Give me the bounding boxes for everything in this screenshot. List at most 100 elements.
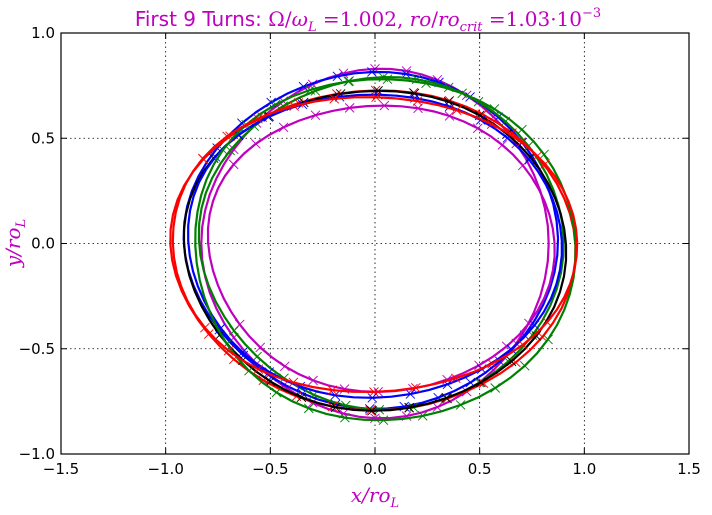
x-marker — [477, 109, 488, 120]
x-marker — [444, 111, 455, 121]
x-marker — [244, 365, 254, 376]
x-marker — [524, 154, 535, 165]
grid-lines — [61, 33, 689, 454]
title-sub-l: L — [307, 20, 317, 35]
chart-title: First 9 Turns: Ω/ωL =1.002, ro/rocrit =1… — [135, 6, 601, 35]
x-marker — [329, 94, 340, 104]
x-tick-label: 1.5 — [677, 460, 701, 478]
orbit-turn-line — [169, 89, 577, 412]
y-axis-label-main: y/ro — [1, 228, 25, 269]
orbit-turn-markers — [228, 100, 534, 397]
x-marker — [203, 329, 214, 339]
x-axis-label: x/roL — [351, 483, 399, 511]
x-marker — [537, 332, 548, 342]
orbit-turn-line — [182, 89, 568, 412]
x-marker — [379, 100, 390, 111]
x-marker — [540, 159, 550, 169]
x-marker — [265, 376, 276, 387]
orbit-turn-markers — [218, 74, 553, 426]
x-marker — [529, 320, 540, 331]
x-marker — [223, 345, 234, 356]
x-marker — [497, 140, 508, 150]
series-layer — [169, 63, 579, 426]
x-marker — [228, 159, 239, 170]
x-marker — [525, 152, 536, 162]
x-marker — [517, 124, 527, 135]
x-marker — [486, 119, 497, 129]
x-marker — [298, 81, 309, 92]
x-marker — [271, 387, 282, 398]
x-marker — [303, 403, 314, 414]
x-marker — [524, 318, 534, 329]
x-marker — [367, 405, 377, 416]
x-marker — [518, 160, 528, 171]
x-marker — [404, 402, 415, 413]
x-marker — [228, 144, 239, 155]
x-marker — [215, 323, 226, 333]
x-marker — [519, 361, 530, 371]
x-marker — [487, 358, 497, 369]
x-marker — [253, 113, 263, 124]
orbit-turn-markers — [210, 89, 540, 403]
x-marker — [523, 141, 534, 151]
x-marker — [278, 122, 289, 133]
x-marker — [457, 88, 467, 99]
orbit-turn-markers — [197, 92, 553, 397]
x-marker — [296, 392, 307, 403]
y-tick-label: −0.5 — [19, 340, 55, 358]
x-marker — [343, 76, 354, 87]
title-omega-l: ω — [292, 7, 308, 31]
title-omega: Ω — [268, 7, 285, 31]
x-marker — [413, 103, 423, 114]
x-marker — [490, 383, 501, 393]
x-axis-label-main: x/ro — [351, 483, 391, 507]
x-marker — [432, 402, 443, 412]
x-marker — [367, 67, 377, 77]
x-tick-label: −1.0 — [147, 460, 183, 478]
orbit-turn-markers — [208, 86, 542, 416]
orbit-turn-line — [194, 78, 577, 422]
x-marker — [455, 400, 466, 410]
x-marker — [330, 390, 340, 401]
y-axis-label: y/roL — [1, 219, 29, 268]
x-marker — [506, 344, 517, 354]
y-axis-label-sub: L — [14, 219, 29, 229]
x-marker — [327, 385, 338, 395]
title-ro-crit: ro — [438, 7, 460, 31]
x-tick-label: 0.5 — [468, 460, 492, 478]
x-marker — [334, 91, 345, 102]
x-marker — [410, 383, 421, 393]
x-tick-label: 1.0 — [572, 460, 596, 478]
title-prefix: First 9 Turns: — [135, 7, 268, 31]
orbit-turn-line — [171, 96, 579, 394]
x-marker — [417, 411, 428, 421]
x-marker — [253, 364, 264, 374]
x-marker — [255, 342, 266, 353]
title-ten: 10 — [557, 7, 582, 31]
x-marker — [378, 415, 389, 426]
x-marker — [543, 334, 553, 345]
x-marker — [369, 387, 379, 397]
x-marker — [222, 131, 232, 142]
x-marker — [210, 151, 221, 162]
y-tick-label: 1.0 — [31, 24, 55, 42]
x-marker — [289, 101, 299, 111]
y-tick-label: 0.0 — [31, 235, 55, 253]
x-marker — [478, 378, 489, 389]
x-marker — [539, 149, 549, 160]
x-marker — [476, 377, 486, 388]
x-marker — [531, 331, 542, 341]
x-marker — [252, 351, 262, 362]
x-marker — [305, 85, 316, 95]
y-tick-label: 0.5 — [31, 129, 55, 147]
y-tick-label: −1.0 — [19, 445, 55, 463]
x-marker — [234, 319, 245, 330]
x-marker — [344, 103, 355, 113]
tick-marks — [60, 32, 690, 455]
x-tick-labels: −1.5 −1.0 −0.5 0.0 0.5 1.0 1.5 — [43, 460, 701, 478]
x-marker — [371, 92, 381, 103]
x-marker — [340, 412, 350, 423]
x-marker — [367, 392, 378, 403]
orbit-turn-line — [206, 104, 556, 394]
